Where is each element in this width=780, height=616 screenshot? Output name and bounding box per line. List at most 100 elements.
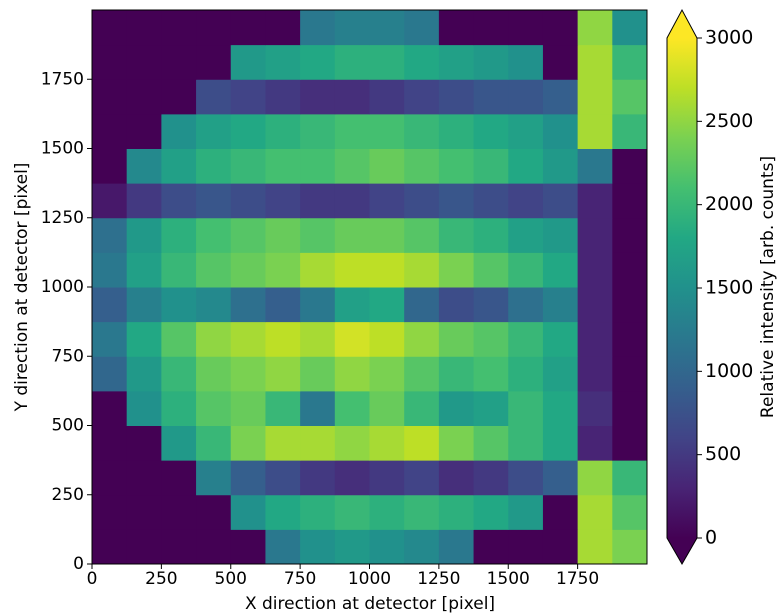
heatmap-cell (126, 529, 162, 565)
colorbar (667, 38, 697, 538)
heatmap-cell (438, 10, 475, 46)
heatmap-cell (300, 44, 336, 80)
heatmap-cell (230, 10, 266, 46)
heatmap-cell (473, 390, 509, 426)
heatmap-cell (577, 148, 613, 184)
heatmap-cell (438, 494, 475, 530)
heatmap-cell (612, 148, 648, 184)
heatmap-cell (438, 217, 475, 253)
heatmap-cell (265, 148, 301, 184)
heatmap-cell (300, 425, 336, 461)
heatmap-cell (265, 356, 301, 392)
heatmap-cell (473, 287, 509, 323)
heatmap-cell (92, 252, 128, 288)
heatmap-cell (542, 390, 579, 426)
heatmap-cell (265, 529, 301, 565)
heatmap-cell (542, 321, 579, 357)
heatmap-cell (161, 425, 197, 461)
heatmap-cell (92, 113, 128, 149)
heatmap-cell (230, 217, 266, 253)
heatmap-cell (404, 113, 440, 149)
heatmap-cell (577, 390, 613, 426)
heatmap-cell (334, 183, 370, 219)
x-tick-label: 500 (215, 569, 247, 589)
heatmap-cell (542, 494, 579, 530)
heatmap-cell (161, 148, 197, 184)
heatmap-cell (161, 217, 197, 253)
heatmap-cell (334, 529, 370, 565)
heatmap-cell (161, 356, 197, 392)
heatmap-cell (196, 287, 232, 323)
heatmap-cell (334, 252, 370, 288)
heatmap-cell (230, 356, 266, 392)
heatmap-cell (265, 44, 301, 80)
heatmap-cell (92, 356, 128, 392)
colorbar-tick-label: 500 (705, 443, 741, 465)
heatmap-cell (369, 529, 405, 565)
heatmap-cell (126, 460, 162, 496)
heatmap-cell (334, 217, 370, 253)
heatmap-cell (230, 529, 266, 565)
heatmap-cell (92, 217, 128, 253)
heatmap-cell (265, 79, 301, 115)
heatmap-cell (369, 148, 405, 184)
heatmap-cell (612, 44, 648, 80)
heatmap-cell (300, 148, 336, 184)
y-tick-label: 1500 (41, 139, 84, 159)
heatmap-cell (126, 183, 162, 219)
x-tick-label: 1500 (487, 569, 530, 589)
heatmap-cell (404, 460, 440, 496)
heatmap-cell (508, 44, 544, 80)
heatmap-cell (369, 183, 405, 219)
heatmap-cell (577, 425, 613, 461)
heatmap-cell (369, 494, 405, 530)
heatmap-cell (404, 79, 440, 115)
heatmap-cell (126, 425, 162, 461)
heatmap-cell (473, 183, 509, 219)
colorbar-tick-label: 2000 (705, 193, 753, 215)
heatmap-cell (300, 321, 336, 357)
heatmap-cell (577, 217, 613, 253)
heatmap-cell (577, 44, 613, 80)
heatmap-cell (473, 148, 509, 184)
heatmap-cell (404, 321, 440, 357)
heatmap-cell (230, 79, 266, 115)
heatmap-cell (230, 287, 266, 323)
heatmap-cell (542, 287, 579, 323)
heatmap-cell (508, 390, 544, 426)
y-tick-label: 250 (52, 485, 84, 505)
x-tick-label: 1750 (556, 569, 599, 589)
heatmap-cell (300, 217, 336, 253)
heatmap-cell (438, 183, 475, 219)
x-tick-label: 1250 (417, 569, 460, 589)
heatmap-cell (230, 252, 266, 288)
heatmap-cell (542, 79, 579, 115)
heatmap-cell (92, 321, 128, 357)
y-tick-label: 500 (52, 416, 84, 436)
heatmap-cell (230, 425, 266, 461)
heatmap-cell (612, 460, 648, 496)
heatmap-cell (92, 287, 128, 323)
heatmap-cell (473, 44, 509, 80)
heatmap-cell (542, 148, 579, 184)
colorbar-tick-label: 2500 (705, 110, 753, 132)
heatmap-cell (161, 390, 197, 426)
heatmap-cell (369, 390, 405, 426)
heatmap-cell (369, 321, 405, 357)
heatmap-cell (369, 252, 405, 288)
heatmap-cell (196, 425, 232, 461)
heatmap-cell (196, 79, 232, 115)
heatmap-cell (196, 44, 232, 80)
heatmap-cell (508, 425, 544, 461)
heatmap-cell (300, 494, 336, 530)
heatmap-cell (230, 183, 266, 219)
heatmap-cell (473, 425, 509, 461)
heatmap-cell (612, 390, 648, 426)
heatmap-cell (577, 79, 613, 115)
heatmap-cell (473, 356, 509, 392)
heatmap-cell (369, 44, 405, 80)
colorbar-tick-label: 1500 (705, 277, 753, 299)
heatmap-cell (542, 529, 579, 565)
heatmap-cell (126, 113, 162, 149)
heatmap-cell (473, 217, 509, 253)
